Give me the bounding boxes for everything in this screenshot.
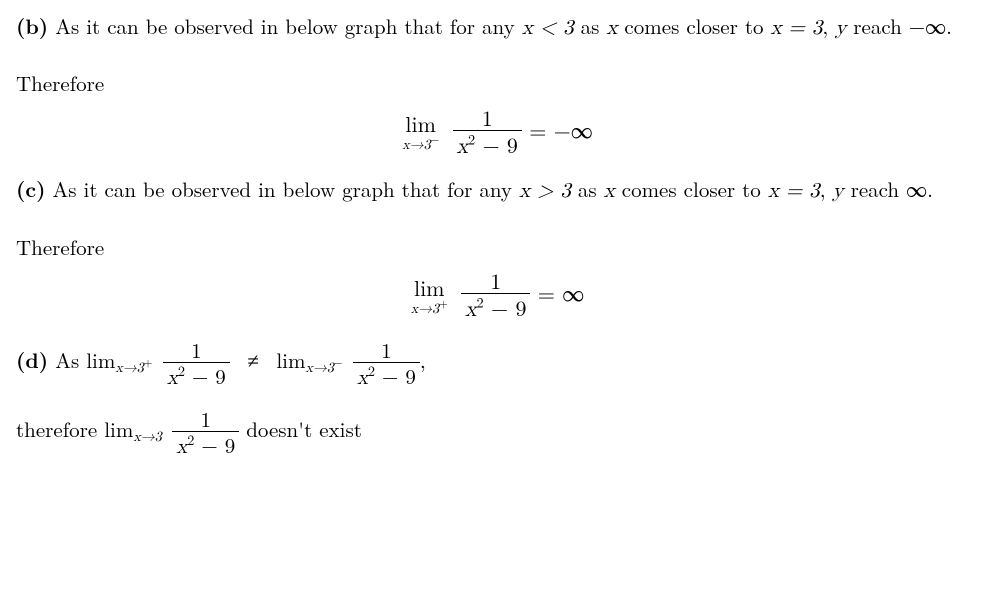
text: comes closer to xyxy=(615,174,768,204)
fraction: 1x2 − 9 xyxy=(172,408,239,461)
text: As it can be observed in below graph tha… xyxy=(46,174,520,204)
lim-block: lim x→3− xyxy=(402,113,439,154)
comma: , xyxy=(420,345,426,375)
yvar: y xyxy=(835,18,846,39)
equation-b: lim x→3− 1 x2 − 9 = −∞ xyxy=(16,106,979,162)
rhs: = ∞ xyxy=(538,278,584,309)
therefore-b: Therefore xyxy=(16,69,979,97)
den-b: − 9 xyxy=(484,292,527,323)
den-exp: 2 xyxy=(178,361,185,381)
text: therefore xyxy=(16,414,104,444)
denominator: x2 − 9 xyxy=(453,130,522,162)
sub-a: x→3 xyxy=(411,302,439,316)
denominator: x2 − 9 xyxy=(461,293,530,325)
den-b: − 9 xyxy=(194,430,235,460)
text: as xyxy=(574,11,607,41)
sub-a: x→3 xyxy=(305,361,333,375)
part-b-text: (b) As it can be observed in below graph… xyxy=(16,12,979,43)
lim-sub: x→3 xyxy=(133,426,161,446)
den-a: x xyxy=(167,368,178,389)
sub-a: x→3 xyxy=(115,361,143,375)
part-b-label: (b) xyxy=(16,11,48,41)
sub-sup: + xyxy=(144,355,153,370)
lim-sub: x→3− xyxy=(402,136,439,154)
xeq: x = 3 xyxy=(768,181,820,202)
fraction: 1x2 − 9 xyxy=(163,339,230,392)
part-d-line2: therefore limx→3 1x2 − 9 doesn't exist xyxy=(16,408,979,461)
neq-symbol: ≠ xyxy=(247,345,259,375)
numerator: 1 xyxy=(453,106,522,130)
equation-c: lim x→3+ 1 x2 − 9 = ∞ xyxy=(16,269,979,325)
part-d-label: (d) xyxy=(16,345,48,375)
yvar: y xyxy=(833,181,844,202)
text: comes closer to xyxy=(617,11,770,41)
numerator: 1 xyxy=(461,269,530,293)
sub-a: x→3 xyxy=(402,138,430,152)
lim-block: lim x→3+ xyxy=(411,277,448,318)
inline-lim-plus: limx→3+ 1x2 − 9 xyxy=(86,345,230,375)
text: As it can be observed in below graph tha… xyxy=(48,11,522,41)
numerator: 1 xyxy=(172,408,239,431)
numerator: 1 xyxy=(353,339,420,362)
den-a: x xyxy=(176,437,187,458)
sub-a: x→3 xyxy=(133,430,161,444)
rhs: = −∞ xyxy=(529,114,593,145)
lim-sub: x→3+ xyxy=(411,300,448,318)
text: , xyxy=(822,11,835,41)
cond: x > 3 xyxy=(519,181,571,202)
fraction: 1 x2 − 9 xyxy=(453,106,522,162)
sub-sup: − xyxy=(431,132,440,147)
therefore-c: Therefore xyxy=(16,233,979,261)
part-d-line1: (d) As limx→3+ 1x2 − 9 ≠ limx→3− 1x2 − 9… xyxy=(16,339,979,392)
text: , xyxy=(820,174,833,204)
text: As xyxy=(48,345,86,375)
xvar: x xyxy=(606,18,617,39)
den-a: x xyxy=(357,368,368,389)
den-a: x xyxy=(465,299,477,321)
text: reach ∞. xyxy=(844,174,933,204)
den-b: − 9 xyxy=(185,361,226,391)
fraction: 1 x2 − 9 xyxy=(461,269,530,325)
denominator: x2 − 9 xyxy=(163,362,230,392)
lim-sub: x→3+ xyxy=(115,357,152,377)
xvar: x xyxy=(604,181,615,202)
inline-lim: limx→3 1x2 − 9 xyxy=(104,414,239,444)
text: as xyxy=(571,174,604,204)
text: doesn't exist xyxy=(239,414,362,444)
denominator: x2 − 9 xyxy=(172,431,239,461)
denominator: x2 − 9 xyxy=(353,362,420,392)
den-exp: 2 xyxy=(477,293,484,313)
numerator: 1 xyxy=(163,339,230,362)
part-c-label: (c) xyxy=(16,174,46,204)
lim-word: lim xyxy=(276,345,305,375)
fraction: 1x2 − 9 xyxy=(353,339,420,392)
den-b: − 9 xyxy=(375,361,416,391)
xeq: x = 3 xyxy=(771,18,823,39)
sub-sup: − xyxy=(334,355,343,370)
lim-word: lim xyxy=(86,345,115,375)
den-a: x xyxy=(457,136,469,158)
cond: x < 3 xyxy=(522,18,574,39)
lim-sub: x→3− xyxy=(305,357,342,377)
den-b: − 9 xyxy=(475,129,518,160)
inline-lim-minus: limx→3− 1x2 − 9 xyxy=(276,345,420,375)
sub-sup: + xyxy=(439,296,448,311)
part-c-text: (c) As it can be observed in below graph… xyxy=(16,175,979,206)
den-exp: 2 xyxy=(368,361,375,381)
text: reach −∞. xyxy=(846,11,952,41)
lim-word: lim xyxy=(104,414,133,444)
